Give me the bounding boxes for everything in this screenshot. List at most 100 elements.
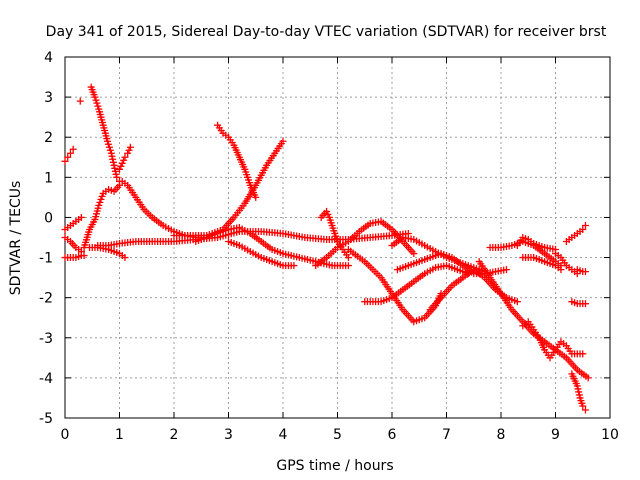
x-tick-label: 1: [115, 427, 124, 443]
data-point: [109, 158, 117, 166]
data-point: [344, 254, 352, 262]
y-tick-label: 4: [44, 50, 53, 66]
y-tick-label: -4: [39, 371, 53, 387]
data-point: [110, 161, 118, 169]
data-point: [126, 143, 134, 151]
data-point: [344, 262, 352, 270]
data-point: [575, 388, 583, 396]
series-track-30: [519, 318, 587, 362]
data-point: [121, 153, 129, 161]
data-point: [581, 221, 589, 229]
data-point: [290, 262, 298, 270]
data-point: [111, 167, 119, 175]
data-point: [323, 207, 331, 215]
data-point: [107, 149, 115, 157]
x-tick-label: 8: [497, 427, 506, 443]
data-point: [104, 137, 112, 145]
series-track-29: [568, 298, 589, 308]
data-point: [105, 143, 113, 151]
data-point: [113, 173, 121, 181]
series-track-24: [513, 234, 559, 254]
data-point: [77, 252, 85, 260]
data-point: [579, 350, 587, 358]
series-track-16: [312, 217, 418, 270]
series-track-25: [519, 254, 565, 274]
series-track-27: [562, 221, 589, 246]
data-point: [581, 268, 589, 276]
data-point: [117, 162, 125, 170]
data-point: [118, 159, 126, 167]
data-point: [96, 198, 104, 206]
x-tick-label: 6: [388, 427, 397, 443]
x-tick-label: 3: [224, 427, 233, 443]
data-point: [93, 99, 101, 107]
series-track-6: [61, 213, 85, 233]
data-point: [104, 140, 112, 148]
data-point: [324, 210, 332, 218]
y-tick-label: 1: [44, 170, 53, 186]
series-track-13: [170, 137, 287, 239]
data-point: [575, 391, 583, 399]
data-point: [513, 298, 521, 306]
x-tick-label: 7: [442, 427, 451, 443]
data-point: [573, 382, 581, 390]
series-track-8: [61, 252, 85, 262]
series-track-12: [214, 121, 260, 201]
data-point: [584, 374, 592, 382]
series-track-10: [94, 227, 412, 250]
y-tick-label: 3: [44, 90, 53, 106]
axis-ticks: 0 1 2 3 4 5 6 7 8 9 10 -5 -4 -3 -2 -1 0 1 2 3 4: [39, 50, 619, 443]
series-track-4: [116, 143, 134, 173]
data-point: [279, 137, 287, 145]
data-point: [92, 96, 100, 104]
data-point: [94, 102, 102, 110]
y-tick-label: 0: [44, 210, 53, 226]
series-track-14: [225, 238, 298, 270]
data-point: [97, 195, 105, 203]
data-point: [111, 164, 119, 172]
data-point: [252, 193, 260, 201]
x-tick-label: 10: [601, 427, 619, 443]
x-tick-label: 5: [333, 427, 342, 443]
data-points: [61, 83, 592, 414]
series-track-26: [552, 250, 581, 278]
data-point: [574, 385, 582, 393]
data-point: [77, 213, 85, 221]
y-tick-label: 2: [44, 130, 53, 146]
data-point: [581, 300, 589, 308]
data-point: [124, 149, 132, 157]
data-point: [125, 146, 133, 154]
data-point: [120, 156, 128, 164]
data-point: [76, 97, 84, 105]
data-point: [116, 181, 123, 189]
x-tick-label: 9: [551, 427, 560, 443]
data-point: [91, 93, 99, 101]
data-point: [112, 170, 120, 178]
x-tick-label: 2: [170, 427, 179, 443]
x-tick-label: 4: [279, 427, 288, 443]
y-axis-label: SDTVAR / TECUs: [8, 181, 24, 296]
series-track-5: [80, 181, 123, 252]
y-tick-label: -5: [39, 411, 53, 427]
data-point: [410, 250, 418, 258]
data-point: [64, 153, 72, 161]
data-point: [557, 266, 565, 274]
data-point: [579, 402, 587, 410]
data-point: [109, 155, 117, 163]
y-tick-label: -1: [39, 251, 53, 267]
chart-title: Day 341 of 2015, Sidereal Day-to-day VTE…: [46, 24, 607, 40]
series-track-22: [475, 258, 592, 382]
series-track-2: [76, 97, 84, 105]
series-track-31: [568, 370, 589, 414]
x-tick-label: 0: [61, 427, 70, 443]
data-point: [116, 165, 123, 173]
data-point: [69, 145, 77, 153]
y-tick-label: -3: [39, 331, 53, 347]
series-track-28: [573, 266, 589, 276]
data-point: [61, 157, 69, 165]
data-point: [121, 254, 129, 262]
data-point: [98, 192, 106, 200]
series-track-1: [61, 145, 77, 165]
data-point: [66, 149, 74, 157]
